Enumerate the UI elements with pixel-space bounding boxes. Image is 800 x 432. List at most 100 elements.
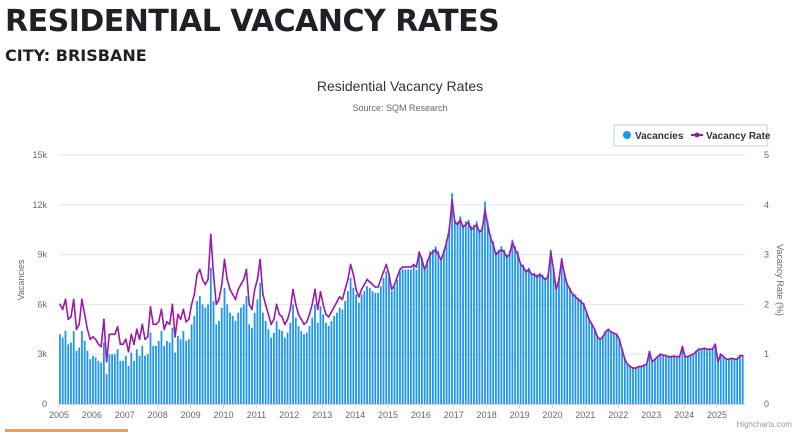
vacancies-bar[interactable] [155,345,157,404]
vacancies-bar[interactable] [555,287,558,404]
vacancy-rate-point[interactable] [278,313,281,316]
vacancy-rate-point[interactable] [412,263,415,266]
vacancies-bar[interactable] [689,355,692,404]
vacancies-bar[interactable] [237,312,240,404]
vacancies-bar[interactable] [615,334,618,404]
vacancy-rate-point[interactable] [155,323,157,326]
vacancy-rate-point[interactable] [196,273,198,276]
vacancy-rate-point[interactable] [648,350,651,353]
vacancy-rate-point[interactable] [229,288,231,291]
vacancy-rate-point[interactable] [453,221,456,224]
vacancy-rate-point[interactable] [119,343,122,346]
vacancy-rate-point[interactable] [135,328,138,331]
vacancies-bar[interactable] [711,349,714,404]
vacancy-rate-point[interactable] [168,323,171,326]
vacancy-rate-point[interactable] [346,278,349,281]
vacancies-bar[interactable] [588,319,591,404]
vacancies-bar[interactable] [111,354,113,404]
vacancies-bar[interactable] [434,246,437,404]
vacancy-rate-point[interactable] [736,358,739,361]
vacancy-rate-point[interactable] [242,278,245,281]
vacancies-bar[interactable] [89,359,92,404]
vacancy-rate-point[interactable] [730,357,733,360]
vacancy-rate-point[interactable] [193,293,196,296]
vacancies-bar[interactable] [108,354,111,404]
vacancies-bar[interactable] [371,291,374,404]
vacancies-bar[interactable] [505,254,508,404]
vacancies-bar[interactable] [418,254,421,404]
vacancies-bar[interactable] [229,312,231,404]
vacancies-bar[interactable] [325,322,327,404]
vacancies-bar[interactable] [86,350,89,404]
vacancy-rate-point[interactable] [580,301,582,303]
vacancies-bar[interactable] [552,267,555,404]
vacancies-bar[interactable] [667,355,670,404]
vacancy-rate-point[interactable] [166,320,168,323]
vacancy-rate-point[interactable] [593,328,596,331]
vacancies-bar[interactable] [634,367,637,404]
vacancy-rate-point[interactable] [220,283,223,286]
vacancy-rate-point[interactable] [215,303,218,306]
vacancies-bar[interactable] [61,337,64,404]
vacancies-bar[interactable] [190,324,193,404]
vacancy-rate-point[interactable] [434,248,437,251]
vacancies-bar[interactable] [272,332,275,404]
vacancies-bar[interactable] [187,339,190,404]
vacancies-bar[interactable] [495,251,497,404]
vacancy-rate-point[interactable] [700,348,703,351]
vacancies-bar[interactable] [714,344,717,404]
vacancies-bar[interactable] [467,219,470,404]
vacancy-rate-point[interactable] [462,226,464,229]
vacancies-bar[interactable] [547,274,549,404]
vacancies-bar[interactable] [585,311,588,404]
vacancies-bar[interactable] [305,332,308,404]
vacancy-rate-point[interactable] [571,293,574,296]
vacancies-bar[interactable] [580,299,582,404]
vacancies-bar[interactable] [141,345,144,404]
vacancies-bar[interactable] [207,304,209,404]
legend-item-vacancy-rate[interactable]: Vacancy Rate [691,131,771,142]
vacancy-rate-point[interactable] [538,273,541,276]
vacancy-rate-point[interactable] [456,223,459,226]
vacancy-rate-point[interactable] [297,313,300,316]
vacancies-bar[interactable] [560,257,563,404]
vacancy-rate-point[interactable] [70,315,72,318]
vacancies-bar[interactable] [695,350,697,404]
vacancies-bar[interactable] [133,360,135,404]
vacancies-bar[interactable] [127,365,130,404]
vacancy-rate-point[interactable] [473,226,475,229]
vacancy-rate-point[interactable] [179,318,182,321]
vacancy-rate-point[interactable] [160,308,163,311]
vacancy-rate-point[interactable] [325,313,327,316]
vacancies-bar[interactable] [527,267,530,404]
vacancies-bar[interactable] [544,277,547,404]
vacancy-rate-point[interactable] [410,266,412,268]
legend-item-vacancies[interactable]: Vacancies [623,131,684,142]
vacancies-bar[interactable] [404,269,407,404]
vacancies-bar[interactable] [113,354,116,404]
vacancy-rate-point[interactable] [305,320,308,323]
vacancy-rate-point[interactable] [163,328,166,331]
vacancies-bar[interactable] [659,354,662,404]
vacancies-bar[interactable] [75,350,78,404]
vacancy-rate-point[interactable] [610,330,612,333]
vacancy-rate-point[interactable] [533,273,536,276]
vacancies-bar[interactable] [558,277,560,404]
vacancies-bar[interactable] [536,274,538,404]
vacancies-bar[interactable] [363,291,366,404]
vacancies-bar[interactable] [218,321,220,404]
vacancy-rate-point[interactable] [475,223,478,226]
vacancies-bar[interactable] [223,287,226,404]
vacancies-bar[interactable] [346,291,349,404]
vacancy-rate-point[interactable] [201,278,204,281]
vacancies-bar[interactable] [215,324,218,404]
vacancies-bar[interactable] [736,359,739,404]
vacancy-rate-point[interactable] [659,353,662,356]
vacancy-rate-point[interactable] [61,308,64,311]
vacancies-bar[interactable] [204,307,207,404]
vacancy-rate-point[interactable] [695,350,697,353]
vacancy-rate-point[interactable] [144,338,146,341]
vacancies-bar[interactable] [451,193,453,404]
vacancies-bar[interactable] [410,269,412,404]
vacancy-rate-point[interactable] [223,258,226,261]
